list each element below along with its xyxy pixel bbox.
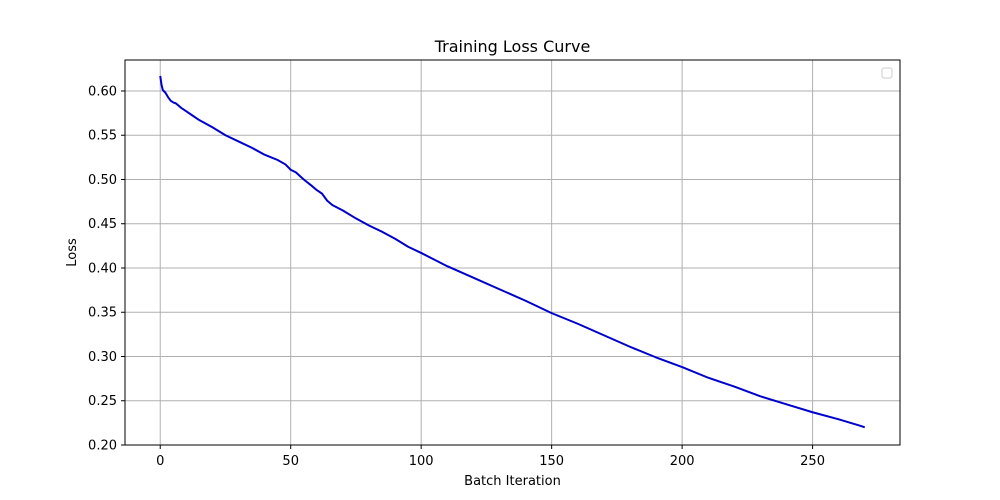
- y-tick-label: 0.50: [88, 173, 117, 188]
- grid-lines: [125, 60, 900, 446]
- chart-title: Training Loss Curve: [434, 37, 591, 56]
- legend-box: [881, 67, 893, 79]
- y-tick-label: 0.25: [88, 394, 117, 409]
- axis-ticks: 0 50 100 150 200 250 0.20 0.25 0.30 0.35 0.40 0.45 0…: [88, 84, 825, 469]
- series-layer: [159, 75, 866, 429]
- x-tick-label: 200: [670, 454, 695, 469]
- y-axis-label: Loss: [65, 238, 80, 267]
- x-tick-label: 0: [156, 454, 164, 469]
- x-tick-label: 150: [539, 454, 564, 469]
- y-tick-label: 0.45: [88, 217, 117, 232]
- loss-line: [159, 75, 866, 429]
- y-tick-label: 0.55: [88, 129, 117, 144]
- plot-frame: [124, 59, 901, 446]
- y-tick-label: 0.60: [88, 84, 117, 99]
- x-tick-label: 250: [800, 454, 825, 469]
- y-tick-label: 0.40: [88, 261, 117, 276]
- y-tick-label: 0.20: [88, 439, 117, 454]
- y-tick-label: 0.30: [88, 350, 117, 365]
- x-tick-label: 50: [282, 454, 299, 469]
- y-tick-label: 0.35: [88, 306, 117, 321]
- x-axis-label: Batch Iteration: [464, 474, 561, 489]
- x-tick-label: 100: [409, 454, 434, 469]
